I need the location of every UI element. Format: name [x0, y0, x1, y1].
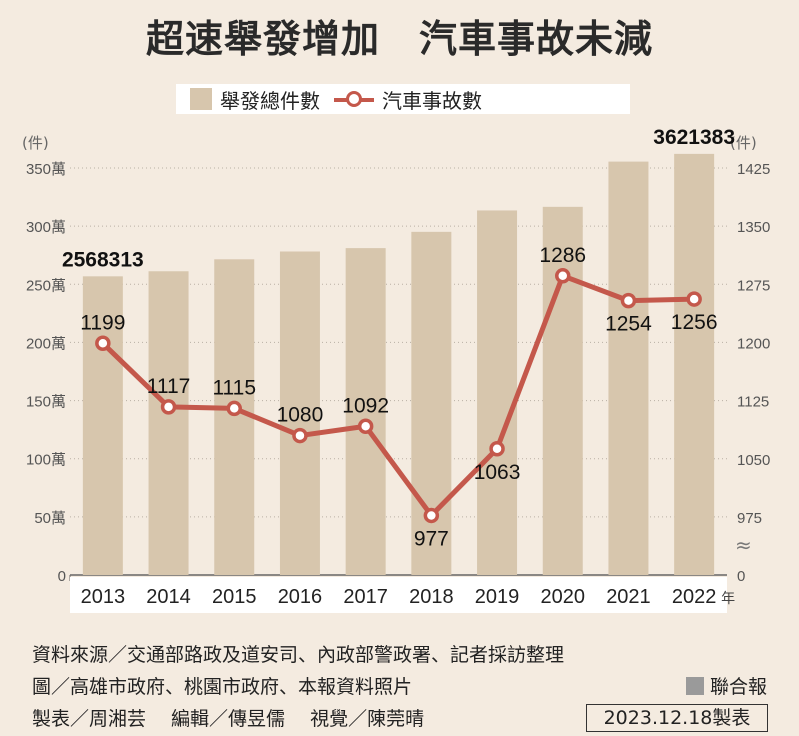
right-axis-unit: (件) — [730, 134, 757, 152]
bar-2013 — [82, 276, 123, 575]
x-tick-label: 2016 — [278, 586, 323, 608]
line-value-label: 1199 — [80, 311, 125, 334]
x-tick-label: 2018 — [409, 586, 454, 608]
legend-bar-label: 舉發總件數 — [220, 88, 320, 113]
date-box: 2023.12.18製表 — [586, 704, 768, 732]
bar-value-label: 3621383 — [653, 126, 735, 149]
legend-line-item: 汽車事故數 — [334, 85, 482, 114]
line-point-2020 — [555, 268, 571, 284]
left-tick-label: 350萬 — [26, 161, 66, 178]
line-value-label: 1256 — [671, 311, 718, 334]
brand: 聯合報 — [685, 672, 767, 699]
line-point-2015 — [226, 400, 242, 417]
line-value-label: 1063 — [474, 461, 521, 484]
line-point-2022 — [686, 291, 702, 307]
bar-2021 — [608, 161, 649, 575]
right-tick-label: 1050 — [737, 452, 770, 469]
bar-2017 — [345, 248, 386, 575]
left-tick-label: 150萬 — [26, 394, 66, 411]
bar-2015 — [214, 259, 255, 575]
line-point-2021 — [620, 292, 637, 309]
right-tick-label: 975 — [737, 510, 762, 527]
brand-label: 聯合報 — [709, 676, 767, 698]
left-tick-label: 200萬 — [26, 335, 66, 352]
legend-line-swatch — [334, 88, 374, 110]
x-tick-label: 2014 — [146, 586, 191, 608]
bar-2022 — [674, 153, 715, 575]
line-value-label: 1117 — [147, 375, 191, 398]
chart-svg: 0 50萬 100萬 150萬 200萬 250萬 300萬 350萬 975 1050 1125 1… — [22, 126, 770, 613]
line-value-label: 1115 — [212, 376, 256, 399]
line-point-2013 — [95, 335, 111, 352]
left-tick-label: 250萬 — [26, 277, 66, 294]
line-value-label: 1286 — [539, 244, 586, 267]
bar-2019 — [477, 210, 518, 576]
footer-source-1: 資料來源／交通部路政及道安司、內政部警政署、記者採訪整理 — [32, 644, 565, 666]
right-tick-label: 1350 — [737, 219, 770, 236]
x-tick-label: 2019 — [475, 586, 520, 608]
bar-2014 — [148, 271, 189, 575]
left-tick-label: 300萬 — [26, 219, 66, 236]
line-point-2018 — [423, 507, 440, 524]
line-point-2019 — [489, 441, 505, 457]
legend-line-label: 汽車事故數 — [382, 88, 482, 113]
line-point-2014 — [160, 399, 177, 415]
bar-2016 — [279, 251, 320, 575]
legend-bar-swatch — [190, 88, 212, 110]
left-axis-unit: (件) — [22, 134, 49, 152]
line-value-label: 1092 — [342, 394, 389, 417]
legend-bar-item: 舉發總件數 — [190, 85, 320, 114]
line-value-label: 1254 — [605, 313, 652, 336]
right-tick-label: 1425 — [737, 161, 770, 178]
line-point-2017 — [357, 418, 374, 435]
bar-value-label: 2568313 — [62, 248, 144, 271]
bar-2018 — [411, 231, 452, 575]
right-tick-label: 1200 — [737, 336, 770, 353]
x-axis-suffix: 年 — [721, 591, 735, 607]
x-tick-label: 2021 — [606, 586, 651, 608]
x-tick-label: 2017 — [343, 586, 388, 608]
footer-credits: 製表／周湘芸 編輯／傳昱儒 視覺／陳莞晴 — [32, 708, 425, 730]
right-tick-label: 1125 — [737, 394, 769, 411]
left-tick-label: 50萬 — [34, 510, 66, 527]
chart-title: 超速舉發增加 汽車事故未減 — [145, 17, 653, 61]
brand-square-icon — [685, 676, 704, 695]
line-value-label: 977 — [414, 527, 449, 550]
left-tick-label: 100萬 — [26, 452, 66, 469]
line-series — [101, 273, 695, 518]
line-point-2016 — [292, 427, 308, 444]
right-tick-label: 1275 — [737, 277, 770, 294]
x-tick-label: 2022 — [672, 586, 717, 608]
x-tick-label: 2013 — [81, 586, 126, 608]
right-tick-label-zero: 0 — [737, 568, 745, 585]
legend: 舉發總件數 汽車事故數 — [176, 84, 630, 114]
footer-source-2: 圖／高雄市政府、桃園市政府、本報資料照片 — [32, 676, 413, 698]
x-axis-band — [70, 577, 727, 613]
left-tick-label: 0 — [58, 568, 66, 585]
axis-break-icon: ≈ — [735, 533, 752, 557]
x-tick-label: 2015 — [212, 586, 257, 608]
line-value-label: 1080 — [277, 404, 324, 427]
x-tick-label: 2020 — [541, 586, 586, 608]
